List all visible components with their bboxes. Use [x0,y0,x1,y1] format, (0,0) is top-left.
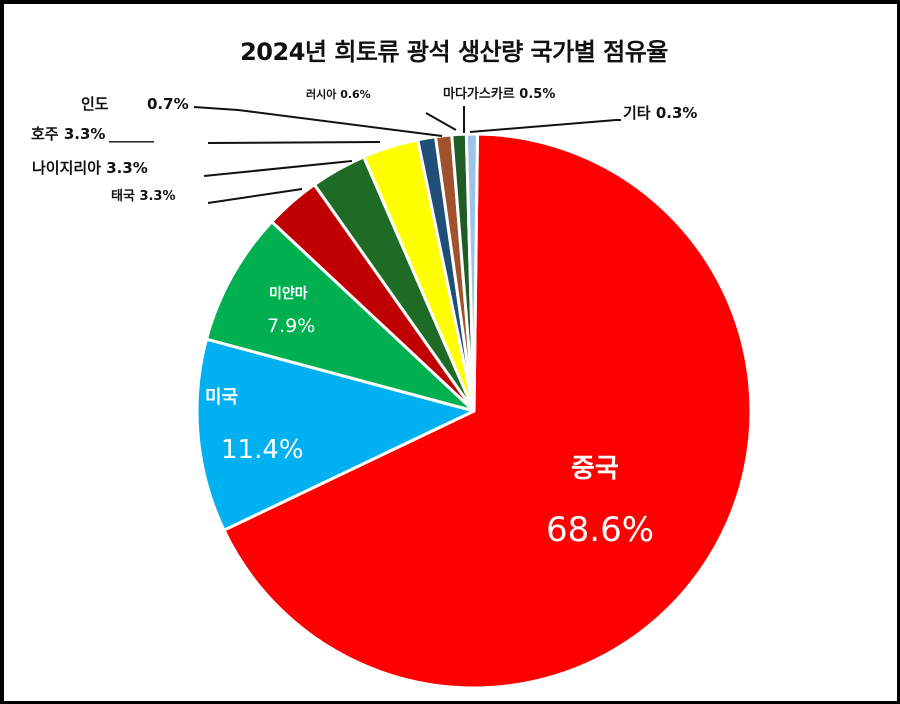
label-myanmar-name: 미얀마 [269,285,308,302]
label-china-name: 중국 [571,454,619,484]
leader-line-other [469,119,621,133]
label-madagascar: 마다가스카르 0.5% [443,86,555,102]
label-nigeria: 나이지리아 3.3% [32,159,148,177]
label-china-value: 68.6% [546,510,654,550]
leader-line-india [193,106,443,137]
chart-title: 2024년 희토류 광석 생산량 국가별 점유율 [240,38,668,66]
pie-slice-10 [464,132,479,413]
pie-slice-3 [204,220,476,413]
leader-line-australia [207,141,381,144]
label-india-value: 0.7% [147,95,189,113]
label-india-name: 인도 [81,95,109,113]
leader-lines [193,106,621,204]
pie-slices [195,132,753,690]
label-usa-value: 11.4% [221,435,304,465]
label-russia: 러시아 0.6% [306,87,371,101]
pie-slice-1 [222,132,753,690]
label-australia-tail: ______ [109,125,155,143]
label-other: 기타 0.3% [623,104,697,122]
label-thailand: 태국 3.3% [111,189,176,204]
leader-line-nigeria [203,160,353,177]
pie-slice-2 [195,337,476,532]
label-usa-name: 미국 [205,387,238,408]
leader-line-russia [425,112,457,131]
label-australia: 호주 3.3% [31,125,105,143]
leader-line-thailand [207,188,303,204]
label-myanmar-value: 7.9% [267,315,315,337]
